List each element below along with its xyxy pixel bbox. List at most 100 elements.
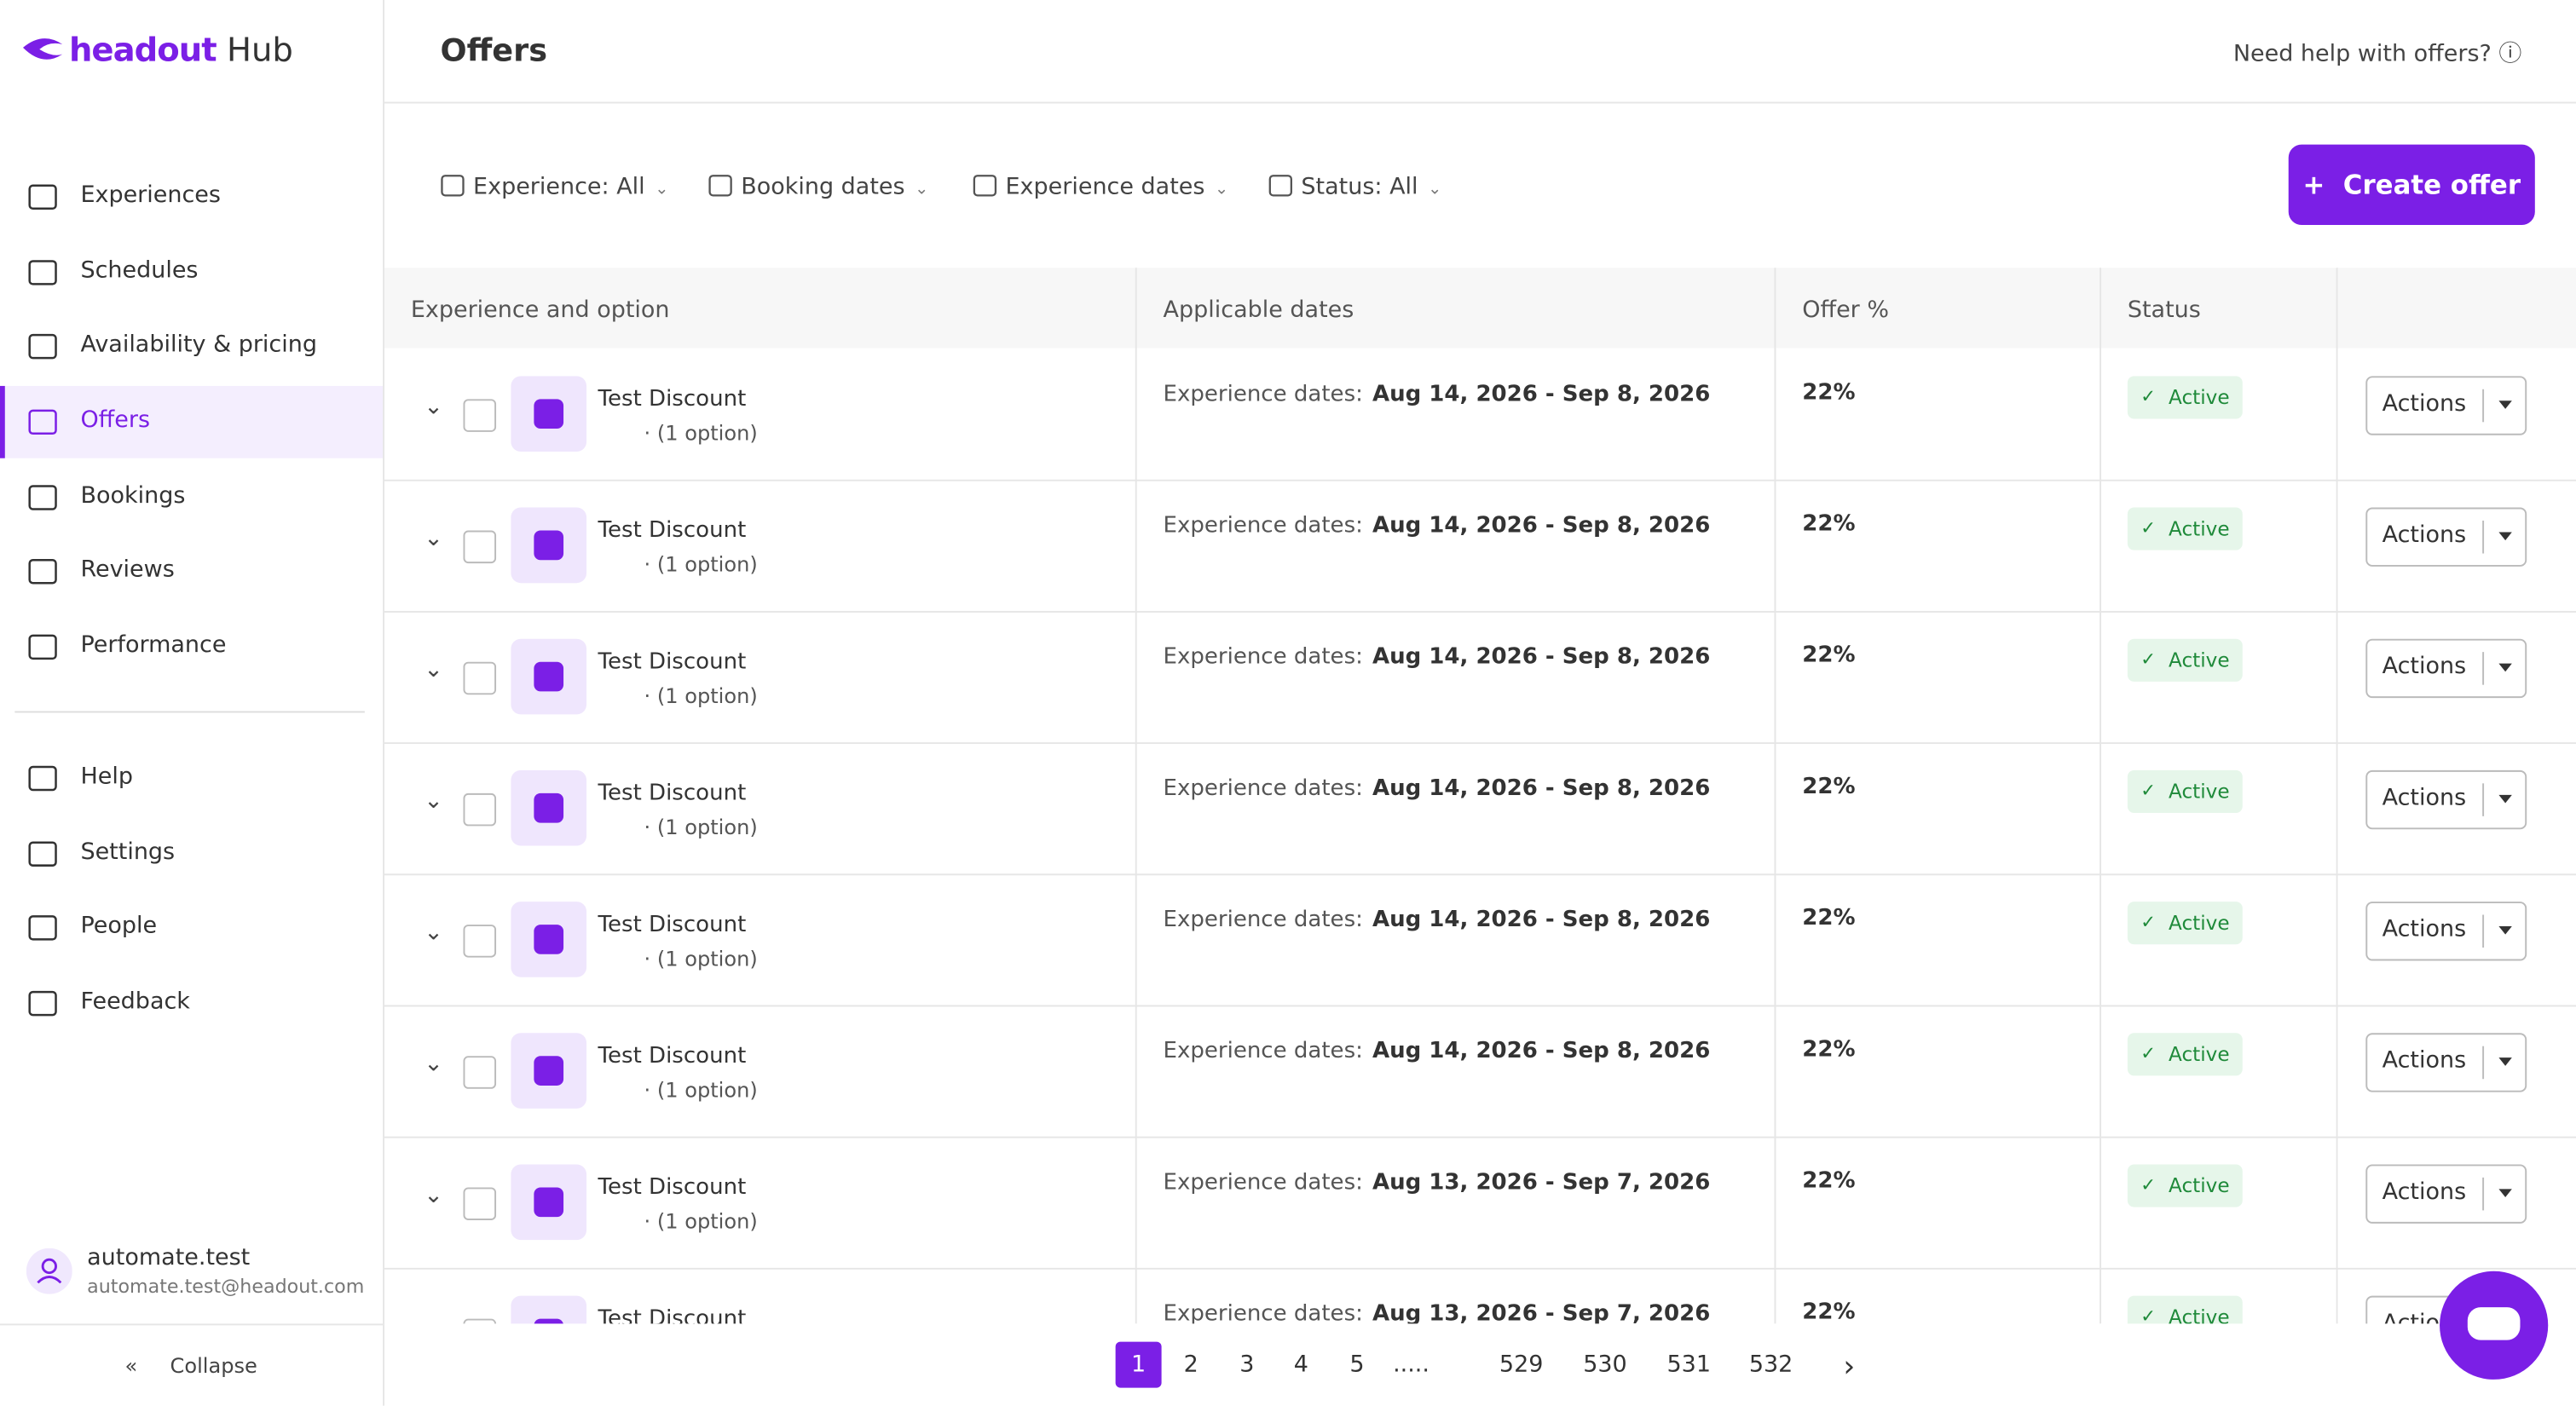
status-badge: Active: [2127, 638, 2244, 682]
filter[interactable]: Booking dates ⌄: [708, 172, 929, 200]
dropdown-caret: [2498, 532, 2512, 546]
row-checkbox[interactable]: [463, 792, 497, 827]
actions-dropdown[interactable]: Actions: [2365, 638, 2527, 699]
thumbnail: [511, 507, 587, 584]
row-checkbox[interactable]: [463, 661, 497, 695]
filter-icon: [441, 175, 465, 197]
offer-percent: 22%: [1802, 1167, 1856, 1195]
nav-item[interactable]: Bookings: [0, 462, 383, 534]
dates: Aug 14, 2026 - Sep 8, 2026: [1372, 906, 1711, 933]
nav-item[interactable]: Feedback: [0, 967, 383, 1040]
table-row: ⌄ Test Discount · (1 option) Experience dat…: [384, 349, 2576, 481]
page-button[interactable]: 530: [1583, 1351, 1627, 1379]
filter[interactable]: Experience dates ⌄: [973, 172, 1228, 200]
table-row: ⌄ Test Discount · (1 option) Experience dat…: [384, 1137, 2576, 1270]
offers-table: Experience and option Applicable dates Off…: [384, 268, 2576, 1324]
nav-item[interactable]: Experiences: [0, 161, 383, 233]
expand-toggle[interactable]: ⌄: [424, 525, 443, 552]
page-button[interactable]: 1: [1115, 1341, 1162, 1388]
column-header: Applicable dates: [1163, 297, 1354, 324]
expand-toggle[interactable]: ⌄: [424, 1182, 443, 1209]
dropdown-caret: [2498, 1057, 2512, 1072]
next-page[interactable]: ›: [1843, 1350, 1856, 1385]
chevron: ⌄: [655, 181, 669, 199]
filter[interactable]: Status: All ⌄: [1268, 172, 1441, 200]
nav-label: Feedback: [80, 988, 190, 1016]
nav-icon: [28, 841, 57, 867]
actions-dropdown[interactable]: Actions: [2365, 769, 2527, 830]
row-checkbox[interactable]: [463, 925, 497, 958]
expand-toggle[interactable]: ⌄: [424, 919, 443, 947]
divider: [14, 711, 365, 713]
nav-item[interactable]: Settings: [0, 818, 383, 890]
filter-icon: [1268, 175, 1293, 197]
page-button[interactable]: 531: [1666, 1351, 1712, 1379]
status-badge: Active: [2127, 507, 2244, 550]
page-button[interactable]: 2: [1183, 1351, 1198, 1379]
dropdown-caret: [2498, 925, 2512, 941]
row-checkbox[interactable]: [463, 530, 497, 564]
column-divider: [2336, 268, 2338, 1324]
nav-item[interactable]: Reviews: [0, 535, 383, 608]
create-offer-button[interactable]: + Create offer: [2288, 144, 2535, 226]
actions-dropdown[interactable]: Actions: [2365, 902, 2527, 961]
page-button[interactable]: 3: [1239, 1351, 1255, 1379]
sidebar: headout Hub Experiences Schedules Availabi…: [0, 0, 384, 1406]
actions-label: Actions: [2382, 1178, 2467, 1206]
filter[interactable]: Experience: All ⌄: [441, 172, 669, 200]
filter-label: Status: All: [1301, 174, 1418, 201]
row-checkbox[interactable]: [463, 1187, 497, 1220]
column-divider: [1135, 268, 1137, 1324]
page-button[interactable]: 529: [1499, 1351, 1544, 1379]
expand-toggle[interactable]: ⌄: [424, 788, 443, 815]
column-header: Status: [2127, 297, 2201, 324]
chevron: ⌄: [915, 181, 929, 199]
dates-label: Experience dates:: [1163, 643, 1363, 671]
page-button[interactable]: 5: [1349, 1351, 1365, 1379]
brand-name: headout: [68, 29, 217, 69]
expand-toggle[interactable]: ⌄: [424, 394, 443, 421]
offer-percent: 22%: [1802, 1036, 1856, 1063]
row-checkbox[interactable]: [463, 399, 497, 432]
nav-label: Help: [80, 764, 133, 791]
offer-percent: 22%: [1802, 1299, 1856, 1324]
actions-dropdown[interactable]: Actions: [2365, 507, 2527, 567]
experience-name: Test Discount: [598, 911, 747, 938]
nav-item[interactable]: People: [0, 892, 383, 965]
create-offer-label: Create offer: [2342, 169, 2521, 201]
nav-item[interactable]: Help: [0, 742, 383, 815]
nav-icon: [28, 765, 57, 792]
nav-icon: [28, 915, 57, 941]
column-divider: [2099, 268, 2102, 1324]
option-count: · (1 option): [644, 420, 758, 446]
table-row: ⌄ Test Discount · (1 option) Experience dat…: [384, 1006, 2576, 1138]
experience-name: Test Discount: [598, 1305, 747, 1324]
collapse-button[interactable]: « Collapse: [124, 1353, 257, 1379]
chat-button[interactable]: [2440, 1271, 2549, 1380]
row-checkbox[interactable]: [463, 1318, 497, 1324]
thumbnail: [511, 902, 587, 977]
page-title: Offers: [440, 32, 548, 69]
dates-label: Experience dates:: [1163, 512, 1363, 539]
experience-name: Test Discount: [598, 780, 747, 807]
actions-label: Actions: [2382, 916, 2467, 943]
page-button[interactable]: 4: [1293, 1351, 1309, 1379]
help-link[interactable]: Need help with offers? ⓘ: [2232, 41, 2522, 68]
nav-icon: [28, 260, 57, 285]
actions-dropdown[interactable]: Actions: [2365, 376, 2527, 435]
nav-item[interactable]: Offers: [0, 385, 384, 458]
row-checkbox[interactable]: [463, 1056, 497, 1089]
column-header: Experience and option: [410, 297, 670, 324]
expand-toggle[interactable]: ⌄: [424, 1051, 443, 1078]
expand-toggle[interactable]: ⌄: [424, 1314, 443, 1324]
experience-name: Test Discount: [598, 1042, 747, 1069]
page-button[interactable]: 532: [1748, 1351, 1793, 1379]
dates: Aug 14, 2026 - Sep 8, 2026: [1372, 512, 1711, 539]
nav-item[interactable]: Availability & pricing: [0, 310, 383, 383]
nav-item[interactable]: Schedules: [0, 237, 383, 309]
nav-item[interactable]: Performance: [0, 611, 383, 683]
actions-dropdown[interactable]: Actions: [2365, 1164, 2527, 1224]
dates-label: Experience dates:: [1163, 1038, 1363, 1064]
expand-toggle[interactable]: ⌄: [424, 656, 443, 683]
actions-dropdown[interactable]: Actions: [2365, 1033, 2527, 1092]
